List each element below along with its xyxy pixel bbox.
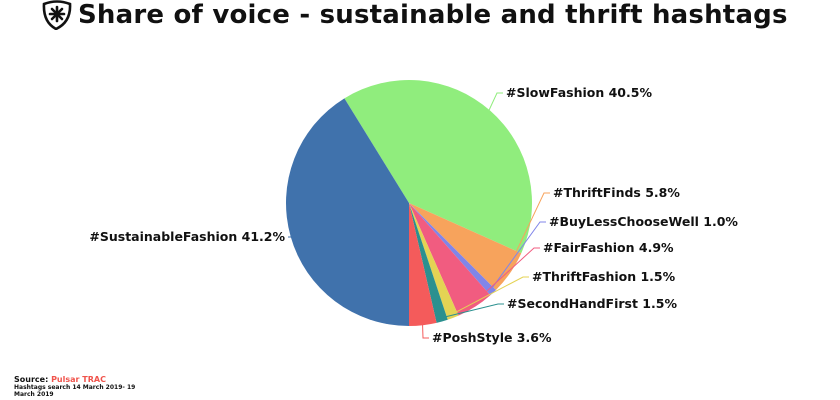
data-label: #SecondHandFirst 1.5% xyxy=(507,296,677,311)
pie-slice-buylesschoosewell xyxy=(409,203,496,296)
pie-slice-fairfashion xyxy=(409,203,491,316)
data-label: #PoshStyle 3.6% xyxy=(432,330,552,345)
source-name: Pulsar TRAC xyxy=(51,375,106,384)
page-title: Share of voice - sustainable and thrift … xyxy=(40,0,788,30)
data-label: #BuyLessChooseWell 1.0% xyxy=(549,214,738,229)
pie-slice-thriftfashion xyxy=(409,203,459,320)
connector-line xyxy=(490,221,546,291)
connector-line xyxy=(451,276,529,315)
connector-line xyxy=(288,235,295,238)
pie-slice-secondhandfirst xyxy=(409,203,448,323)
pie-slice-slowfashion xyxy=(344,80,532,254)
data-label: #SustainableFashion 41.2% xyxy=(89,229,285,244)
pie-slice-thriftfinds xyxy=(409,203,522,290)
source-note: Source: Pulsar TRAC Hashtags search 14 M… xyxy=(14,375,154,399)
source-date-range: Hashtags search 14 March 2019- 19 March … xyxy=(14,384,136,398)
connector-line xyxy=(472,247,540,304)
connector-line xyxy=(421,321,429,339)
data-label: #ThriftFinds 5.8% xyxy=(553,185,680,200)
title-text: Share of voice - sustainable and thrift … xyxy=(78,0,788,30)
pie-slice-sustainablefashion xyxy=(286,98,409,326)
connector-line xyxy=(441,303,504,319)
data-label: #FairFashion 4.9% xyxy=(543,240,674,255)
connector-line xyxy=(487,92,503,114)
data-label: #SlowFashion 40.5% xyxy=(506,85,652,100)
asterisk-shield-icon xyxy=(42,0,72,30)
connector-line xyxy=(506,192,550,271)
source-label: Source: xyxy=(14,375,49,384)
data-label: #ThriftFashion 1.5% xyxy=(532,269,676,284)
pie-slice-poshstyle xyxy=(409,203,437,326)
